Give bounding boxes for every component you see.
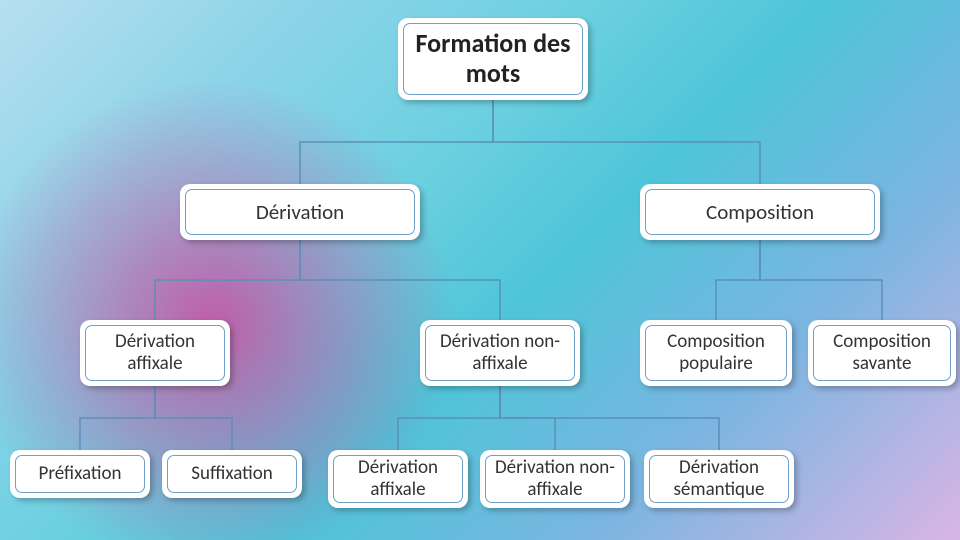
node-prefixation: Préfixation: [10, 450, 150, 498]
node-suffixation-label: Suffixation: [191, 463, 272, 485]
node-derivation: Dérivation: [180, 184, 420, 240]
node-derivation-semantique-label: Dérivation sémantique: [654, 457, 784, 501]
node-derivation-affixale: Dérivation affixale: [80, 320, 230, 386]
node-derivation-affixale-2-label: Dérivation affixale: [338, 457, 458, 501]
node-derivation-affixale-label: Dérivation affixale: [90, 331, 220, 375]
node-composition-savante: Composition savante: [808, 320, 956, 386]
node-composition: Composition: [640, 184, 880, 240]
node-composition-label: Composition: [706, 200, 814, 224]
node-composition-populaire-label: Composition populaire: [650, 331, 782, 375]
node-root-label: Formation des mots: [408, 29, 578, 89]
node-derivation-nonaffixale: Dérivation non-affixale: [420, 320, 580, 386]
node-root: Formation des mots: [398, 18, 588, 100]
node-derivation-nonaffixale-label: Dérivation non-affixale: [430, 331, 570, 375]
node-derivation-semantique: Dérivation sémantique: [644, 450, 794, 508]
node-composition-populaire: Composition populaire: [640, 320, 792, 386]
node-composition-savante-label: Composition savante: [818, 331, 946, 375]
node-derivation-affixale-2: Dérivation affixale: [328, 450, 468, 508]
node-derivation-nonaffixale-2-label: Dérivation non-affixale: [490, 457, 620, 501]
node-suffixation: Suffixation: [162, 450, 302, 498]
node-derivation-label: Dérivation: [256, 200, 344, 224]
node-derivation-nonaffixale-2: Dérivation non-affixale: [480, 450, 630, 508]
node-prefixation-label: Préfixation: [39, 463, 122, 485]
